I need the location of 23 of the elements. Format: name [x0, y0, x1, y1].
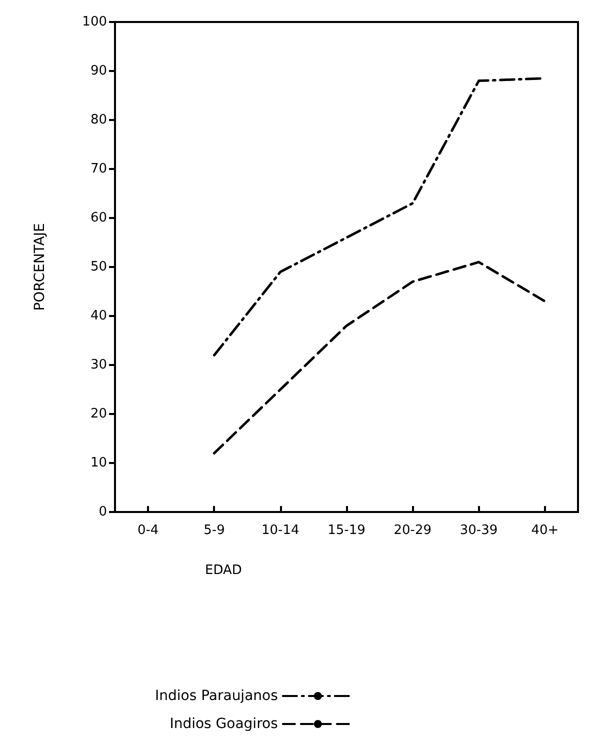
x-tick-label: 20-29: [394, 523, 432, 538]
y-tick-label: 20: [90, 406, 107, 422]
x-tick-label: 15-19: [328, 523, 366, 538]
y-tick-label: 50: [90, 260, 107, 274]
y-axis-title: PORCENTAJE: [32, 223, 48, 311]
x-tick-label: 40+: [531, 523, 559, 538]
y-tick-label: 100: [82, 14, 107, 30]
x-tick-label: 0-4: [137, 523, 159, 538]
y-tick-label: 40: [90, 308, 107, 324]
y-tick-label: 90: [90, 64, 107, 78]
x-tick-label: 10-14: [261, 523, 300, 538]
legend-label: Indios Goagiros: [170, 716, 278, 732]
x-tick-label: 5-9: [204, 523, 225, 538]
legend-label: Indios Paraujanos: [155, 688, 278, 704]
y-tick-label: 70: [90, 162, 107, 176]
line-series: [212, 260, 546, 454]
y-tick-label: 80: [90, 112, 107, 128]
y-tick-label: 10: [90, 456, 107, 470]
y-tick-label: 30: [90, 358, 107, 372]
y-tick-label: 0: [98, 504, 107, 520]
x-axis-title: EDAD: [205, 563, 242, 578]
y-tick-label: 60: [90, 210, 107, 226]
x-tick-label: 30-39: [460, 523, 498, 538]
